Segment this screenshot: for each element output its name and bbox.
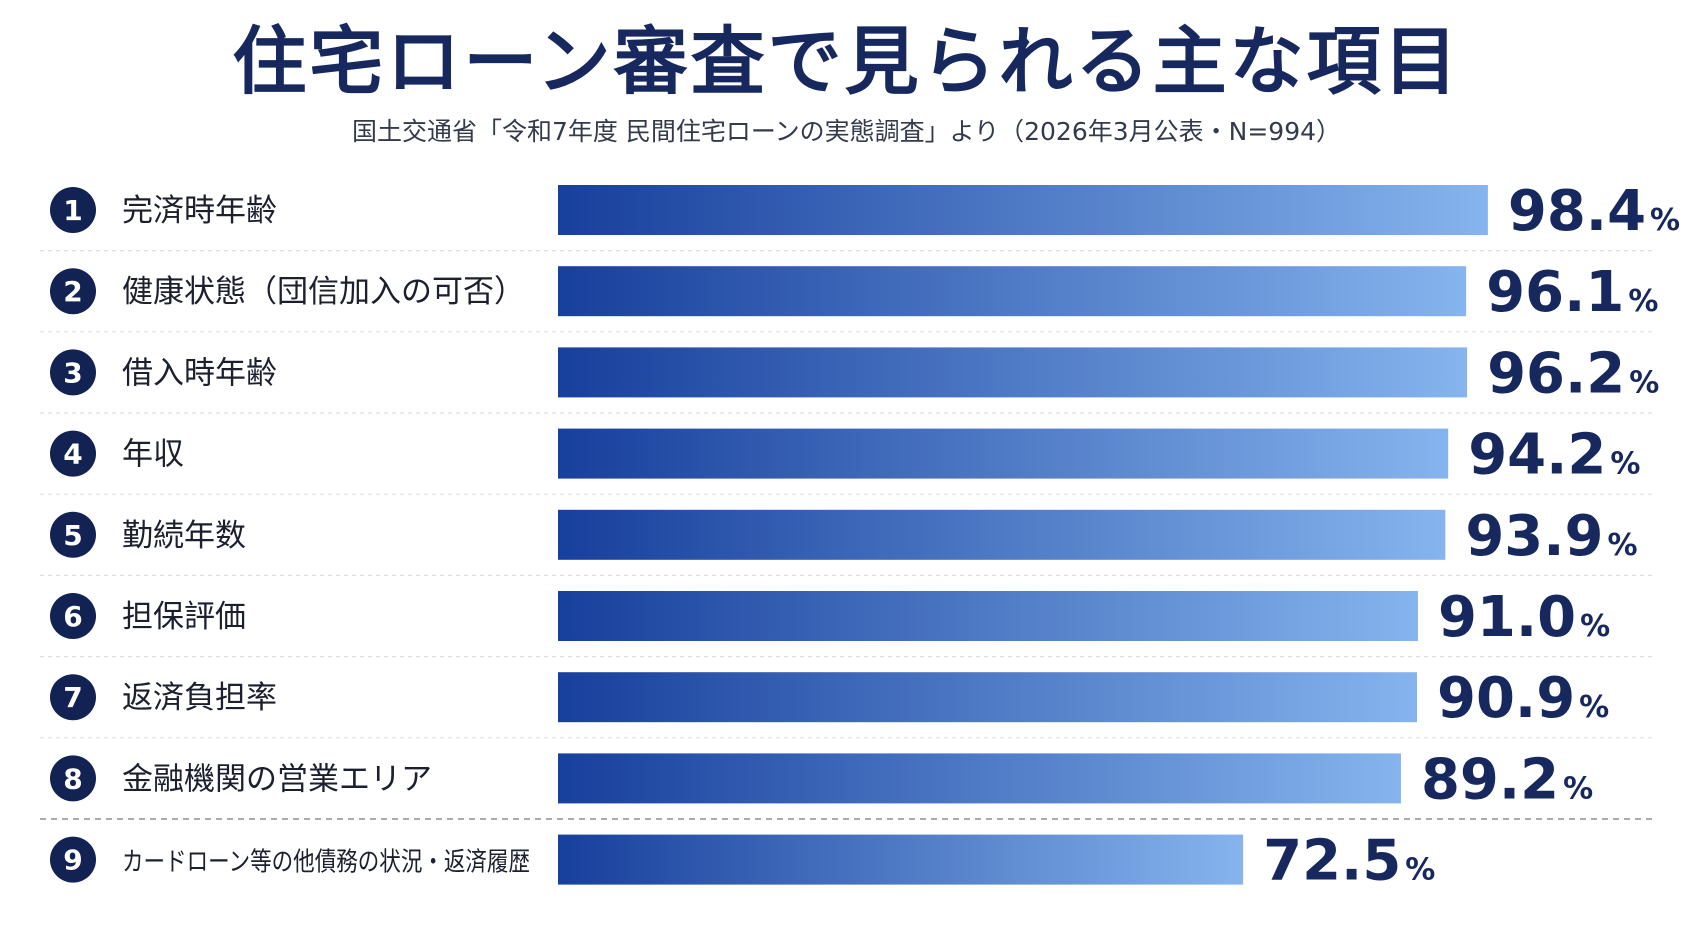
chart-row: 7 返済負担率 90.9% [40,666,1655,739]
chart-row: 1 完済時年齢 98.4% [40,179,1680,252]
value-label: 93.9% [1465,504,1637,569]
rank-badge [50,593,96,639]
rank-number: 9 [63,844,82,877]
rank-badge [50,674,96,721]
category-label: 完済時年齢 [122,193,277,229]
value-number: 96.2 [1487,341,1625,406]
rank-number: 3 [63,356,82,389]
category-label: カードローン等の他債務の状況・返済履歴 [122,848,530,878]
value-number: 96.1 [1486,260,1624,325]
rank-number: 5 [63,519,82,552]
rank-number: 1 [63,194,82,227]
category-label: 金融機関の営業エリア [122,761,432,797]
bar [558,753,1401,804]
percent-sign: % [1629,365,1659,400]
percent-sign: % [1579,690,1609,725]
chart-row: 8 金融機関の営業エリア 89.2% [40,747,1655,820]
category-label: 健康状態（団信加入の可否） [122,274,525,310]
category-label: 年収 [122,437,184,473]
chart-row: 5 勤続年数 93.9% [40,504,1655,577]
percent-sign: % [1650,203,1680,238]
percent-sign: % [1610,447,1640,482]
chart-title: 住宅ローン審査で見られる主な項目 [232,19,1461,105]
bar [558,428,1449,479]
value-number: 94.2 [1468,423,1606,488]
chart-row: 9 カードローン等の他債務の状況・返済履歴 72.5% [50,829,1435,894]
chart-row: 3 借入時年齢 96.2% [40,341,1659,414]
percent-sign: % [1608,528,1638,563]
value-label: 98.4% [1508,179,1680,244]
value-label: 72.5% [1263,829,1435,894]
rank-badge [50,511,96,558]
value-number: 93.9 [1465,504,1603,569]
chart-subtitle: 国土交通省「令和7年度 民間住宅ローンの実態調査」より（2026年3月公表・N=… [352,117,1341,146]
rank-number: 7 [63,681,82,714]
rank-badge [50,268,96,315]
rank-badge [50,836,96,883]
value-label: 89.2% [1421,747,1593,812]
rank-number: 2 [63,275,82,308]
bar [558,347,1468,398]
value-number: 91.0 [1438,585,1576,650]
rank-number: 8 [63,762,82,795]
percent-sign: % [1628,284,1658,319]
bar [558,185,1488,235]
bar [558,672,1418,723]
category-label: 勤続年数 [122,518,246,554]
value-number: 90.9 [1437,666,1575,731]
value-number: 89.2 [1421,747,1559,812]
value-label: 94.2% [1468,423,1640,488]
value-number: 98.4 [1508,179,1646,244]
percent-sign: % [1405,853,1435,888]
chart-row: 6 担保評価 91.0% [40,585,1655,658]
bar [558,591,1418,641]
rank-badge [50,755,96,802]
category-label: 返済負担率 [122,680,277,716]
category-label: 担保評価 [122,599,246,635]
rank-badge [50,430,96,477]
value-label: 96.2% [1487,341,1659,406]
percent-sign: % [1563,771,1593,806]
bar [558,834,1244,885]
rank-number: 4 [63,438,82,471]
rank-badge [50,349,96,396]
chart-row: 2 健康状態（団信加入の可否） 96.1% [40,260,1658,333]
percent-sign: % [1580,609,1610,644]
value-label: 90.9% [1437,666,1609,731]
value-number: 72.5 [1263,829,1401,894]
value-label: 91.0% [1438,585,1610,650]
chart-row: 4 年収 94.2% [40,423,1655,495]
bar [558,266,1467,317]
category-label: 借入時年齢 [122,355,277,391]
bar [558,509,1446,560]
rank-number: 6 [63,600,82,633]
value-label: 96.1% [1486,260,1658,325]
rank-badge [50,187,96,233]
